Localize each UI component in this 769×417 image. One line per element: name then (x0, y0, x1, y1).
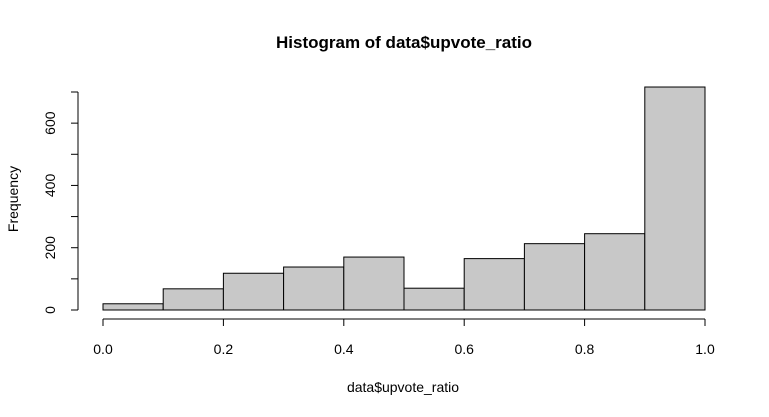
y-tick-label: 0 (42, 306, 58, 314)
x-tick-label: 0.4 (334, 341, 354, 357)
histogram-bar-7 (523, 243, 586, 311)
histogram-bar-6 (463, 258, 525, 311)
x-tick-label: 1.0 (695, 341, 715, 357)
histogram-bar-4 (343, 256, 405, 311)
histogram-bar-9 (644, 86, 706, 311)
x-tick-label: 0.0 (93, 341, 113, 357)
x-axis-label: data$upvote_ratio (347, 379, 459, 395)
y-axis: 0 200 400 600 (42, 91, 79, 314)
y-tick-label: 400 (42, 174, 58, 198)
chart-title: Histogram of data$upvote_ratio (276, 33, 532, 52)
bars-group (102, 86, 706, 311)
y-tick-label: 600 (42, 111, 58, 135)
histogram-bar-0 (102, 303, 164, 311)
histogram-bar-5 (403, 287, 465, 311)
x-tick-label: 0.8 (575, 341, 595, 357)
y-axis-label: Frequency (5, 166, 21, 232)
x-tick-label: 0.6 (454, 341, 474, 357)
histogram-bar-3 (283, 266, 345, 311)
histogram-bar-8 (584, 233, 646, 311)
y-tick-label: 200 (42, 236, 58, 260)
histogram-bar-1 (162, 288, 224, 311)
histogram-bar-2 (222, 272, 285, 311)
x-tick-label: 0.2 (214, 341, 234, 357)
x-axis: 0.0 0.2 0.4 0.6 0.8 1.0 (93, 318, 715, 357)
